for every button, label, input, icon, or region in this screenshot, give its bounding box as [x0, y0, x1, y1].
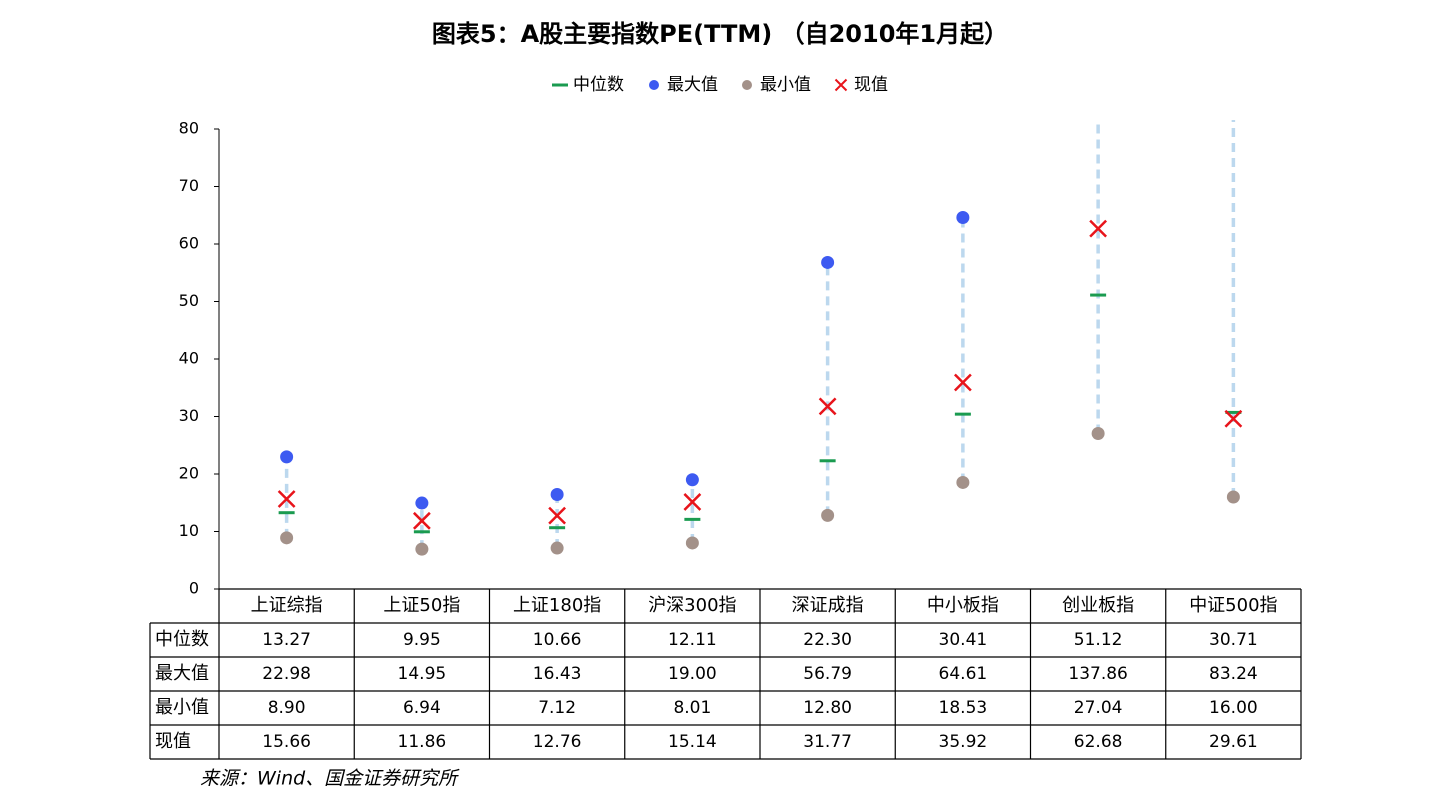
current-mark [1224, 409, 1243, 428]
y-tick-label: 10 [179, 521, 199, 540]
x-tick-label: 深证成指 [792, 595, 864, 616]
current-mark [818, 397, 837, 416]
table-cell: 11.86 [398, 732, 447, 752]
y-tick-label: 40 [179, 349, 199, 368]
x-tick-label: 创业板指 [1062, 595, 1134, 616]
table-cell: 29.61 [1209, 732, 1258, 752]
dot-mark [956, 210, 970, 224]
table-cell: 16.43 [533, 664, 582, 684]
legend-symbol [552, 83, 568, 87]
x-tick-label: 上证综指 [251, 595, 323, 616]
legend-label: 最小值 [760, 75, 811, 95]
table-cell: 62.68 [1074, 732, 1123, 752]
x-tick-label: 沪深300指 [648, 595, 736, 616]
legend-label: 现值 [854, 75, 888, 95]
table-cell: 14.95 [398, 664, 447, 684]
dot-mark [550, 541, 564, 555]
table-cell: 18.53 [939, 698, 988, 718]
table-cell: 12.11 [668, 630, 717, 650]
legend-label: 中位数 [573, 75, 624, 95]
table-cell: 51.12 [1074, 630, 1123, 650]
dot-mark [415, 542, 429, 556]
table-cell: 10.66 [533, 630, 582, 650]
table-cell: 16.00 [1209, 698, 1258, 718]
current-mark [1089, 219, 1108, 238]
y-tick-label: 60 [179, 234, 199, 253]
table-cell: 12.76 [533, 732, 582, 752]
median-mark [1225, 410, 1242, 414]
median-mark [1090, 293, 1107, 297]
table-cell: 27.04 [1074, 698, 1123, 718]
dot-mark [1091, 427, 1105, 441]
source-note: 来源：Wind、国金证券研究所 [200, 768, 460, 790]
table-cell: 56.79 [803, 664, 852, 684]
dot-mark [280, 531, 294, 545]
table-cell: 8.01 [673, 698, 711, 718]
table-cell: 35.92 [939, 732, 988, 752]
median-mark [684, 517, 701, 521]
legend-symbol [742, 80, 752, 90]
median-mark [413, 530, 430, 534]
table-cell: 8.90 [268, 698, 306, 718]
plot-area [277, 104, 1243, 556]
chart-title: 图表5：A股主要指数PE(TTM) （自2010年1月起） [432, 20, 1008, 48]
row-header: 中位数 [155, 629, 209, 650]
median-mark [278, 511, 295, 515]
table-cell: 83.24 [1209, 664, 1258, 684]
dot-mark [685, 536, 699, 550]
row-header: 现值 [155, 731, 191, 752]
x-tick-label: 上证50指 [383, 595, 460, 616]
table-cell: 31.77 [803, 732, 852, 752]
current-mark [277, 490, 296, 508]
current-mark [683, 493, 702, 511]
x-tick-label: 中小板指 [927, 595, 999, 616]
median-mark [954, 412, 971, 416]
dot-mark [685, 473, 699, 487]
table-cell: 137.86 [1068, 664, 1127, 684]
table-cell: 22.30 [803, 630, 852, 650]
y-tick-label: 0 [189, 579, 199, 598]
dot-mark [280, 450, 294, 464]
current-mark [953, 373, 972, 392]
table-cell: 6.94 [403, 698, 441, 718]
x-tick-label: 上证180指 [513, 595, 601, 616]
legend-symbol [834, 78, 848, 92]
dot-mark [821, 508, 835, 522]
table-cell: 22.98 [262, 664, 311, 684]
table-cell: 15.66 [262, 732, 311, 752]
dot-mark [821, 255, 835, 269]
table-cell: 13.27 [262, 630, 311, 650]
dot-mark [1227, 104, 1240, 117]
table-cell: 19.00 [668, 664, 717, 684]
table-cell: 30.71 [1209, 630, 1258, 650]
legend-symbol [649, 80, 659, 90]
y-tick-label: 50 [179, 291, 199, 310]
table-cell: 15.14 [668, 732, 717, 752]
current-mark [548, 506, 567, 525]
dot-mark [1226, 490, 1240, 504]
y-tick-label: 20 [179, 464, 199, 483]
table-cell: 30.41 [939, 630, 988, 650]
x-tick-label: 中证500指 [1189, 595, 1277, 616]
median-mark [549, 526, 566, 530]
table-cell: 64.61 [939, 664, 988, 684]
table-cell: 7.12 [538, 698, 576, 718]
dot-mark [550, 488, 564, 502]
legend-label: 最大值 [667, 75, 718, 95]
table-cell: 9.95 [403, 630, 441, 650]
table-cell: 12.80 [803, 698, 852, 718]
row-header: 最小值 [155, 697, 209, 718]
current-mark [412, 511, 431, 530]
median-mark [819, 459, 836, 463]
y-tick-label: 30 [179, 406, 199, 425]
y-tick-label: 70 [179, 176, 199, 195]
dot-mark [956, 475, 970, 489]
y-tick-label: 80 [179, 119, 199, 138]
dot-mark [415, 496, 429, 510]
row-header: 最大值 [155, 663, 209, 684]
